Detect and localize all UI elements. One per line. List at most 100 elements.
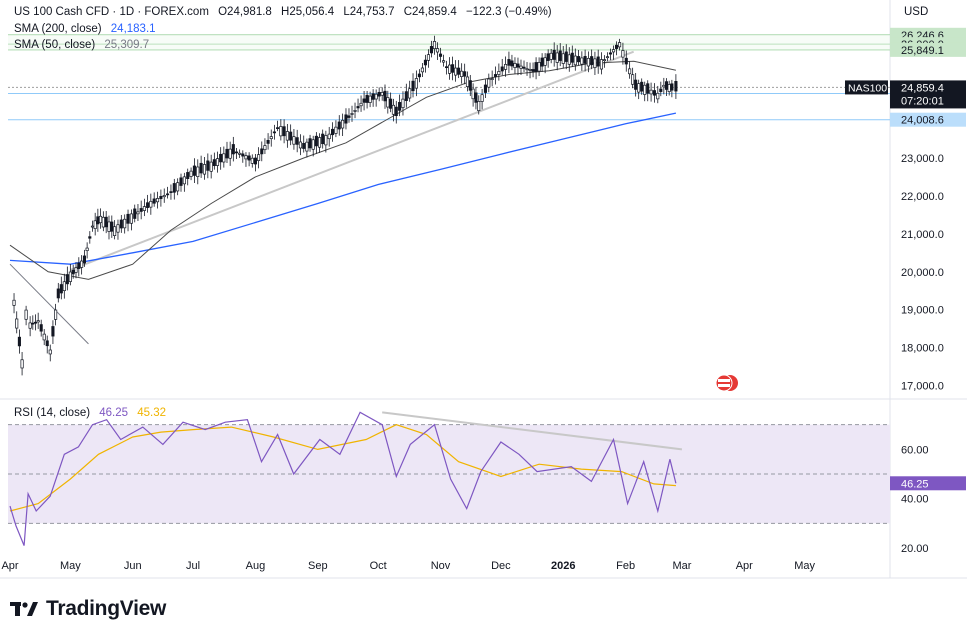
candle-body (643, 84, 647, 95)
candle-body (123, 218, 127, 229)
candle-body (483, 84, 488, 93)
price-axis-label-4: 21,000.0 (901, 229, 944, 241)
candle-body (504, 64, 508, 70)
candle-body (166, 193, 170, 196)
price-axis-label-0: 17,000.0 (901, 381, 944, 393)
candle-body (493, 74, 498, 77)
candle-body (279, 126, 283, 137)
candle-body (33, 321, 38, 324)
time-axis-label-4: Aug (246, 560, 266, 572)
sma50-value: 25,309.7 (104, 39, 150, 51)
candle-body (374, 93, 378, 100)
candle-body (567, 54, 571, 65)
candle-body (96, 216, 100, 225)
symbol-header[interactable]: US 100 Cash CFD · 1D · FOREX.com O24,981… (14, 6, 558, 18)
candle-body (621, 50, 625, 58)
candle-body (664, 81, 669, 90)
candle-body (368, 95, 372, 103)
candle-body (222, 153, 226, 163)
level-tag-bg-2 (890, 42, 966, 57)
candle-body (253, 157, 257, 165)
candle-body (116, 224, 120, 233)
candle-body (90, 225, 95, 228)
candle-body (334, 126, 338, 134)
candle-body (487, 78, 491, 88)
candle-body (272, 131, 276, 134)
time-axis-label-8: Dec (491, 560, 511, 572)
candle-body (212, 159, 216, 167)
candle-body (615, 44, 619, 49)
brand-name: TradingView (46, 597, 167, 620)
candle-body (522, 66, 526, 69)
candle-body (649, 89, 653, 95)
level-tag-label-5: 24,008.6 (901, 115, 944, 127)
candle-body (432, 41, 437, 50)
ohlc-low: L24,753.7 (343, 6, 395, 18)
event-badge-front (715, 374, 733, 392)
candle-body (215, 158, 220, 166)
candle-body (537, 62, 541, 72)
candle-body (471, 88, 475, 100)
candle-body (445, 66, 449, 69)
rsi-legend[interactable]: RSI (14, close) 46.25 45.32 (14, 407, 172, 419)
candle-body (98, 215, 103, 224)
candle-body (228, 148, 232, 159)
sma50-label: SMA (50, close) (14, 39, 96, 51)
candle-body (570, 52, 574, 63)
candle-body (80, 260, 84, 268)
ohlc-high: H25,056.4 (281, 6, 335, 18)
candle-body (525, 68, 529, 71)
candle-body (15, 318, 19, 329)
candle-body (490, 78, 494, 80)
symbol-title: US 100 Cash CFD · 1D · FOREX.com (14, 6, 209, 18)
candle-body (350, 113, 354, 115)
sma50-legend[interactable]: SMA (50, close) 25,309.7 (14, 39, 155, 51)
tradingview-logo[interactable]: TradingView (10, 597, 166, 621)
candle-body (189, 170, 193, 177)
candle-body (408, 88, 412, 99)
currency-label[interactable]: USD (904, 6, 929, 18)
candle-body (451, 64, 455, 73)
candle-body (341, 119, 345, 129)
candle-body (543, 57, 547, 66)
candle-body (546, 53, 550, 61)
candle-body (321, 133, 325, 145)
candle-body (209, 161, 213, 172)
candle-body (266, 139, 270, 144)
candle-body (45, 340, 49, 347)
price-axis-label-2: 19,000.0 (901, 305, 944, 317)
candle-body (646, 83, 650, 94)
candle-body (552, 49, 556, 60)
rsi-value-tag-bg (890, 476, 966, 491)
time-axis-label-10: Feb (616, 560, 635, 572)
time-axis-label-7: Nov (431, 560, 451, 572)
last-price-label: 24,859.4 (901, 82, 944, 94)
candle-body (659, 88, 663, 92)
candle-body (82, 255, 86, 264)
resistance-zone (8, 34, 890, 50)
symbol-tag: NAS100 (848, 82, 887, 94)
candle-body (577, 56, 581, 63)
candle-body (404, 91, 408, 101)
candle-body (383, 90, 387, 102)
candle-body (540, 57, 544, 67)
candle-body (155, 198, 160, 203)
candle-body (670, 83, 674, 91)
candle-body (285, 131, 289, 141)
sma200-legend[interactable]: SMA (200, close) 24,183.1 (14, 23, 162, 35)
candle-body (162, 195, 166, 198)
candle-body (386, 97, 390, 108)
price-axis-label-5: 22,000.0 (901, 191, 944, 203)
candle-body (347, 115, 351, 118)
candle-body (182, 176, 186, 185)
candle-body (596, 56, 600, 67)
candle-body (65, 274, 69, 285)
candle-body (77, 262, 81, 269)
candle-body (353, 110, 357, 112)
rsi-label: RSI (14, close) (14, 407, 91, 419)
candle-body (401, 98, 405, 109)
candle-body (561, 53, 565, 64)
candle-body (119, 219, 123, 229)
candle-body (389, 98, 393, 109)
